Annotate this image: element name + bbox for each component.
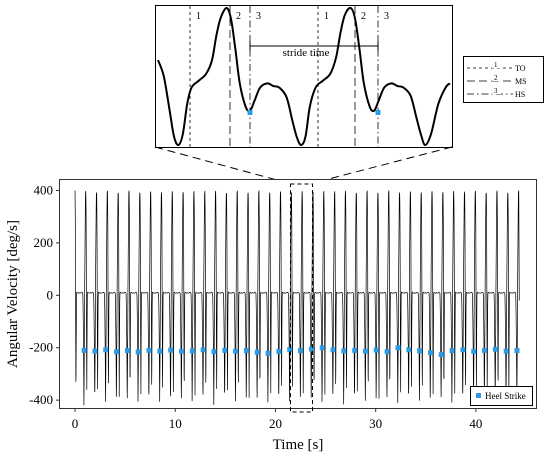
heel-strike-point bbox=[114, 349, 120, 355]
phase-marker-number: 3 bbox=[256, 11, 261, 22]
phase-marker-number: 1 bbox=[324, 11, 329, 22]
heel-strike-point bbox=[373, 347, 379, 353]
heel-strike-legend-marker bbox=[476, 393, 481, 398]
heel-strike-point bbox=[482, 347, 488, 353]
heel-strike-point bbox=[449, 348, 455, 354]
heel-strike-point bbox=[427, 350, 433, 356]
heel-strike-point bbox=[243, 348, 249, 354]
legend-number-bg bbox=[492, 88, 501, 94]
main-legend: Heel Strike bbox=[470, 386, 533, 406]
legend-label-bg bbox=[513, 76, 533, 85]
heel-strike-point bbox=[276, 348, 282, 354]
heel-strike-point bbox=[81, 347, 87, 353]
heel-strike-point bbox=[341, 348, 347, 354]
legend-label-hs: HS bbox=[515, 90, 525, 99]
heel-strike-point bbox=[200, 347, 206, 353]
heel-strike-point bbox=[363, 348, 369, 354]
phase-marker-number: 1 bbox=[196, 11, 201, 22]
heel-strike-point bbox=[222, 347, 228, 353]
heel-strike-point bbox=[352, 347, 358, 353]
heel-strike-legend-label: Heel Strike bbox=[485, 391, 526, 401]
heel-strike-point bbox=[319, 345, 325, 351]
heel-strike-point bbox=[417, 348, 423, 354]
phase-marker-number: 3 bbox=[384, 11, 389, 22]
legend-label-bg bbox=[513, 63, 533, 72]
legend-label-bg bbox=[513, 89, 533, 98]
heel-strike-point bbox=[103, 347, 109, 353]
y-axis-label: Angular Velocity [deg/s] bbox=[5, 220, 21, 368]
inset-signal-line bbox=[157, 6, 451, 147]
legend-number: 3 bbox=[494, 87, 498, 95]
heel-strike-point bbox=[384, 349, 390, 355]
heel-strike-point bbox=[233, 348, 239, 354]
x-tick-label: 10 bbox=[169, 416, 182, 431]
inset-heel-strike-point bbox=[247, 110, 253, 115]
legend-number-bg bbox=[492, 75, 501, 81]
heel-strike-point bbox=[92, 348, 98, 354]
heel-strike-point bbox=[298, 348, 304, 354]
legend-label-to: TO bbox=[515, 64, 526, 73]
inset-legend: 1 TO 2 MS 3 HS bbox=[463, 56, 544, 103]
y-tick-label: -200 bbox=[29, 340, 53, 355]
heel-strike-point bbox=[168, 347, 174, 353]
legend-number: 2 bbox=[494, 74, 498, 82]
x-axis-label: Time [s] bbox=[273, 437, 324, 453]
heel-strike-point bbox=[471, 348, 477, 354]
main-plot: 0 10 20 30 40 400 200 0 -200 -400 Heel Strike Tim… bbox=[5, 179, 537, 453]
heel-strike-point bbox=[492, 346, 498, 352]
inset-frame bbox=[155, 5, 453, 148]
x-tick-label: 30 bbox=[369, 416, 382, 431]
phase-marker-number: 2 bbox=[236, 11, 241, 22]
heel-strike-point bbox=[135, 349, 141, 355]
heel-strike-point bbox=[308, 346, 314, 352]
legend-number-bg bbox=[492, 62, 501, 68]
heel-strike-point bbox=[146, 347, 152, 353]
heel-strike-point bbox=[503, 348, 509, 354]
heel-strike-point bbox=[265, 350, 271, 356]
x-tick-label: 40 bbox=[469, 416, 482, 431]
y-tick-label: 0 bbox=[47, 287, 54, 302]
heel-strike-point bbox=[179, 348, 185, 354]
legend-number: 1 bbox=[494, 61, 498, 69]
zoom-connector-left bbox=[154, 146, 289, 184]
heel-strike-point bbox=[157, 348, 163, 354]
y-tick-label: 400 bbox=[34, 182, 54, 197]
heel-strike-point bbox=[395, 345, 401, 351]
heel-strike-point bbox=[254, 349, 260, 355]
x-tick-label: 0 bbox=[72, 416, 79, 431]
zoom-inset: 1 2 3 1 2 3 stride time bbox=[155, 5, 453, 148]
y-tick-label: 200 bbox=[34, 235, 54, 250]
heel-strike-point bbox=[406, 347, 412, 353]
heel-strike-point bbox=[330, 347, 336, 353]
angular-velocity-line bbox=[74, 190, 520, 406]
zoom-connector-right bbox=[312, 146, 453, 184]
legend-label-ms: MS bbox=[515, 77, 527, 86]
heel-strike-point bbox=[514, 348, 520, 354]
heel-strike-point bbox=[211, 349, 217, 355]
y-tick-label: -400 bbox=[29, 392, 53, 407]
stride-time-label: stride time bbox=[283, 47, 330, 59]
heel-strike-point bbox=[438, 352, 444, 358]
heel-strike-point bbox=[124, 348, 130, 354]
inset-heel-strike-point bbox=[375, 110, 381, 115]
heel-strike-point bbox=[287, 347, 293, 353]
heel-strike-point bbox=[460, 347, 466, 353]
zoom-window bbox=[289, 183, 314, 413]
phase-marker-number: 2 bbox=[361, 11, 366, 22]
heel-strike-point bbox=[189, 348, 195, 354]
x-tick-label: 20 bbox=[269, 416, 282, 431]
stride-time-arrow bbox=[249, 41, 379, 51]
